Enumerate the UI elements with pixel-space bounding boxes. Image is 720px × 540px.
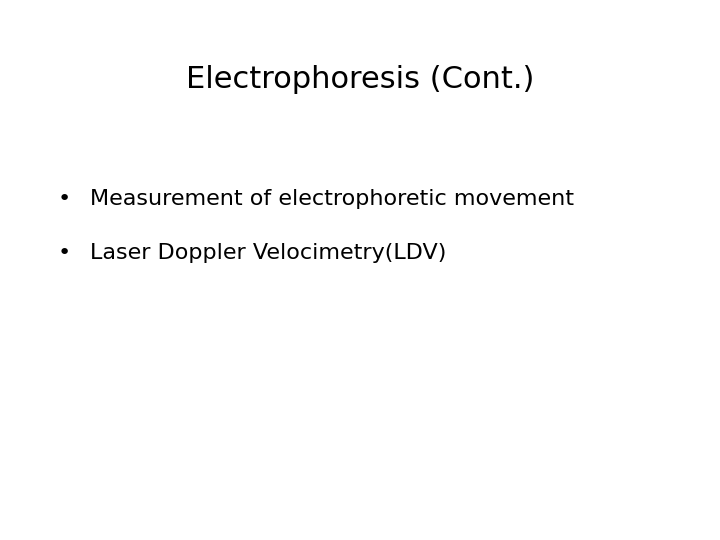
- Text: Measurement of electrophoretic movement: Measurement of electrophoretic movement: [90, 189, 574, 209]
- Text: •: •: [58, 189, 71, 209]
- Text: Electrophoresis (Cont.): Electrophoresis (Cont.): [186, 65, 534, 94]
- Text: Laser Doppler Velocimetry(LDV): Laser Doppler Velocimetry(LDV): [90, 243, 446, 263]
- Text: •: •: [58, 243, 71, 263]
